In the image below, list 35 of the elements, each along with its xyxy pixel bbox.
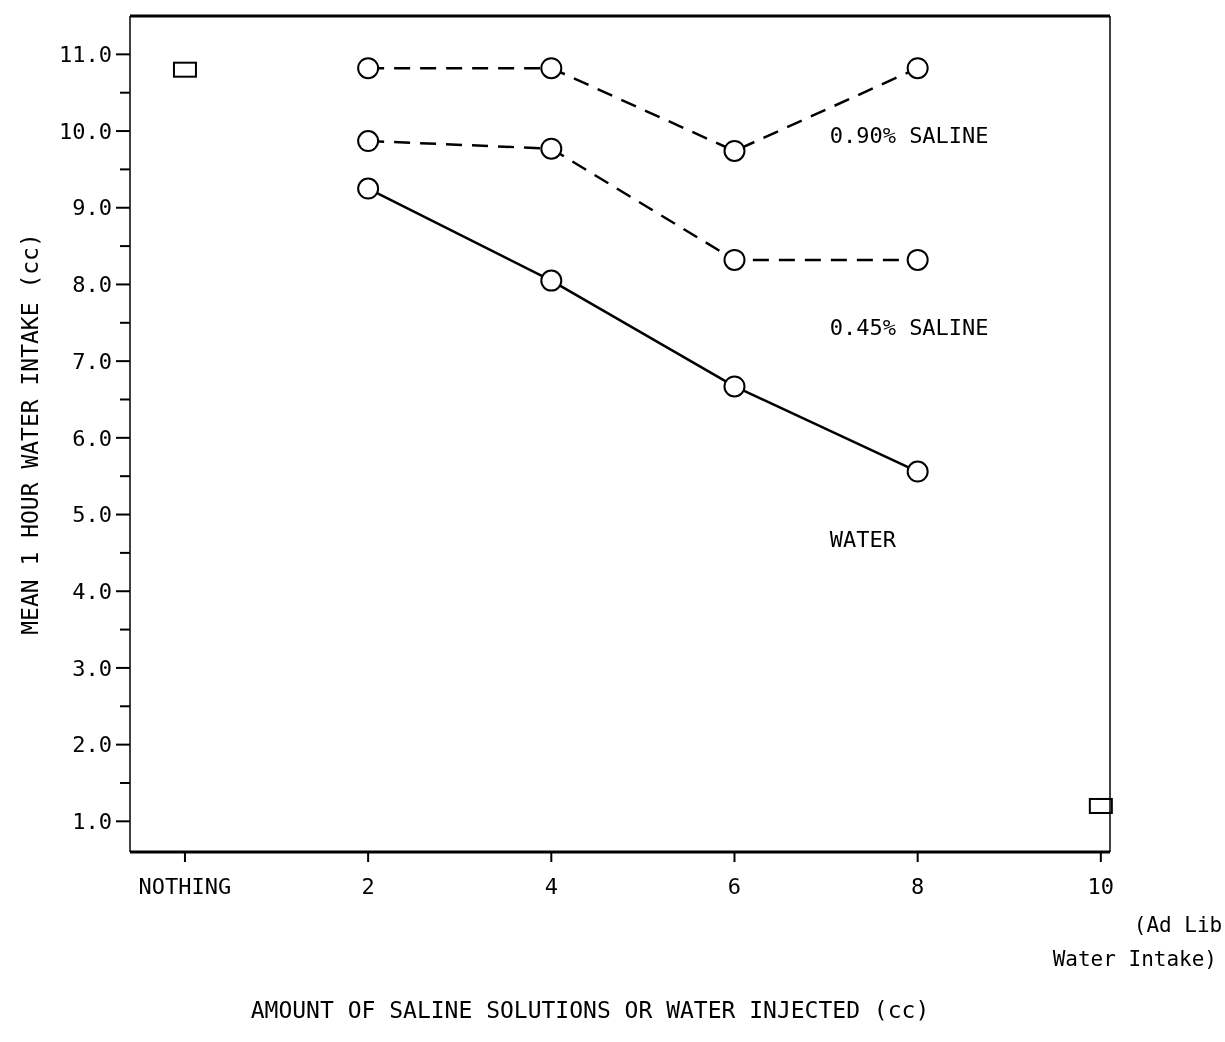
x-axis-title: AMOUNT OF SALINE SOLUTIONS OR WATER INJECTED (cc) [250,997,930,1023]
y-tick-label: 2.0 [72,732,112,758]
y-tick-label: 9.0 [72,195,112,221]
point [906,57,929,80]
y-tick-label: 7.0 [72,348,112,374]
y-tick-label: 10.0 [59,118,112,144]
y-tick-label: 11.0 [59,42,112,68]
point [906,248,929,271]
x-tick-label: 10 [1087,874,1115,899]
y-tick-label: 6.0 [72,425,112,451]
point [357,57,380,80]
y-tick-label: 3.0 [72,655,112,681]
x-tick-label: 4 [544,874,558,899]
text: (Ad Lib Water Intake) [1052,913,1223,971]
y-tick-label: 8.0 [72,272,112,298]
y-tick-label: 5.0 [72,502,112,528]
point [357,130,380,153]
text: WATER [829,526,897,552]
point [723,248,746,271]
point [540,137,563,160]
y-axis-title: MEAN 1 HOUR WATER INTAKE (cc) [17,233,43,635]
x-tick-label: 6 [727,874,742,899]
point [357,177,380,200]
point [906,460,929,483]
y-tick-label: 4.0 [72,578,112,604]
point [723,139,746,162]
point [540,269,563,292]
x-tick-label: NOTHING [138,874,232,899]
text: 0.45% SALINE [829,314,989,340]
x-tick-label: 8 [911,874,925,899]
point [540,57,563,80]
point [723,375,746,398]
x-tick-label: 2 [361,874,375,899]
y-tick-label: 1.0 [72,809,112,835]
series-label: 0.90% SALINE [829,123,989,149]
